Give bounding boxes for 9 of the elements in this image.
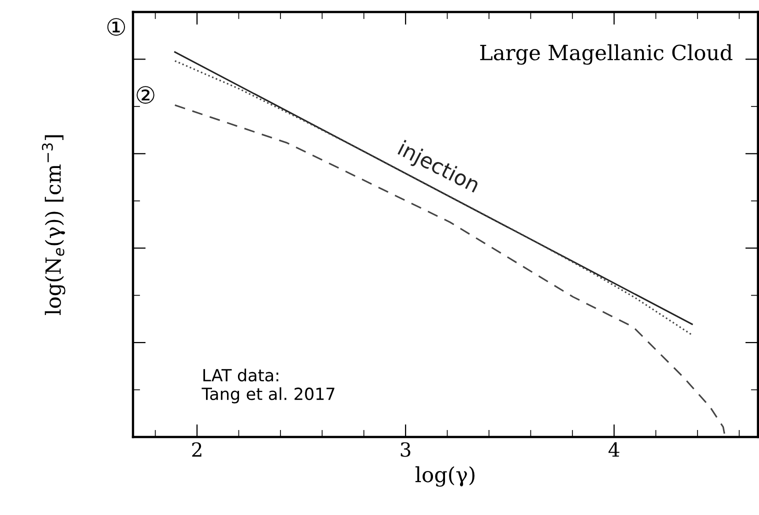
x-tick-label: 4 xyxy=(608,442,620,457)
y-axis-title: log(N$_{e}$(γ)) [cm$^{−3}$] xyxy=(42,135,66,315)
annotation: ② xyxy=(136,86,154,104)
text: ① xyxy=(107,18,125,36)
x-axis-title: log(γ) xyxy=(415,466,474,487)
annotation: LAT data: Tang et al. 2017 xyxy=(202,368,334,404)
chart-title: Large Magellanic Cloud xyxy=(480,44,732,65)
x-tick-label: 3 xyxy=(400,442,410,457)
x-tick-label: 2 xyxy=(192,442,202,457)
